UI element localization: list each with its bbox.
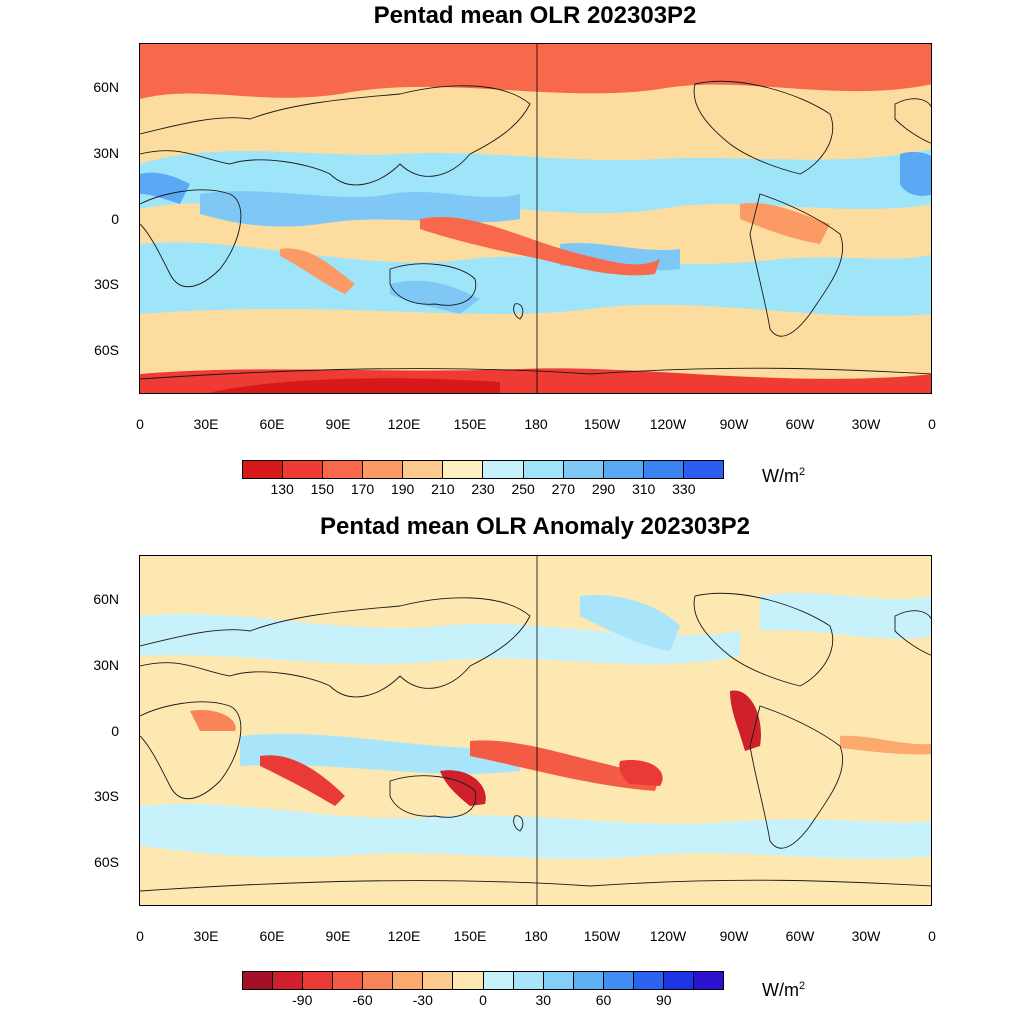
colorbar-swatch xyxy=(643,461,684,478)
x-tick-label: 90E xyxy=(325,416,351,432)
colorbar-tick-label: 290 xyxy=(591,481,616,497)
colorbar-tick-label: 250 xyxy=(511,481,535,497)
colorbar-swatch xyxy=(323,461,364,478)
olr-field-map xyxy=(140,44,931,393)
x-tick-label: 60E xyxy=(259,928,285,944)
olr-map-panel xyxy=(139,43,932,394)
y-tick-label: 60N xyxy=(93,591,119,607)
x-tick-label: 30W xyxy=(851,416,881,432)
colorbar-tick-label: -90 xyxy=(292,992,313,1008)
x-tick-label: 120W xyxy=(649,928,687,944)
x-tick-label: 90E xyxy=(325,928,351,944)
olr-unit-label: W/m2 xyxy=(762,466,806,486)
x-tick-label: 150E xyxy=(453,928,487,944)
colorbar-tick-label: 310 xyxy=(631,481,656,497)
colorbar-swatch xyxy=(283,461,324,478)
colorbar-swatch xyxy=(363,972,394,989)
colorbar-swatch xyxy=(333,972,364,989)
x-tick-label: 150E xyxy=(453,416,487,432)
colorbar-tick-label: 170 xyxy=(350,481,375,497)
colorbar-swatch xyxy=(523,461,564,478)
olr-anomaly-map xyxy=(140,556,931,905)
colorbar-tick-label: 0 xyxy=(479,992,487,1008)
colorbar-swatch xyxy=(563,461,604,478)
colorbar-swatch xyxy=(633,972,664,989)
colorbar-swatch xyxy=(443,461,484,478)
x-tick-label: 0 xyxy=(928,928,936,944)
top-map-title: Pentad mean OLR 202303P2 xyxy=(373,2,697,29)
colorbar-tick-label: 190 xyxy=(390,481,415,497)
colorbar-tick-label: -60 xyxy=(352,992,373,1008)
colorbar-tick-label: -30 xyxy=(412,992,433,1008)
anomaly-colorbar xyxy=(242,971,724,990)
colorbar-tick-label: 230 xyxy=(471,481,495,497)
colorbar-tick-label: 60 xyxy=(595,992,612,1008)
x-tick-label: 60W xyxy=(785,416,815,432)
x-tick-label: 180 xyxy=(524,416,548,432)
y-tick-label: 60N xyxy=(93,79,119,95)
y-tick-label: 30S xyxy=(94,788,119,804)
colorbar-tick-label: 270 xyxy=(551,481,575,497)
x-tick-label: 60E xyxy=(259,416,285,432)
x-tick-label: 30E xyxy=(193,928,219,944)
colorbar-tick-label: 130 xyxy=(270,481,294,497)
colorbar-tick-label: 330 xyxy=(672,481,696,497)
colorbar-swatch xyxy=(603,461,644,478)
colorbar-swatch xyxy=(423,972,454,989)
colorbar-swatch xyxy=(363,461,404,478)
x-tick-label: 150W xyxy=(583,928,621,944)
y-tick-label: 30N xyxy=(93,657,119,673)
colorbar-swatch xyxy=(483,461,524,478)
colorbar-swatch xyxy=(543,972,574,989)
x-tick-label: 90W xyxy=(719,928,749,944)
x-tick-label: 120E xyxy=(387,928,421,944)
colorbar-swatch xyxy=(483,972,514,989)
colorbar-swatch xyxy=(393,972,424,989)
x-tick-label: 0 xyxy=(136,416,144,432)
colorbar-swatch xyxy=(573,972,604,989)
x-tick-label: 0 xyxy=(136,928,144,944)
anomaly-map-panel xyxy=(139,555,932,906)
y-tick-label: 0 xyxy=(111,211,119,227)
x-tick-label: 120W xyxy=(649,416,687,432)
colorbar-tick-label: 30 xyxy=(535,992,552,1008)
colorbar-swatch xyxy=(453,972,484,989)
colorbar-swatch xyxy=(243,461,284,478)
x-tick-label: 120E xyxy=(387,416,421,432)
anomaly-unit-label: W/m2 xyxy=(762,980,806,1000)
colorbar-swatch xyxy=(663,972,694,989)
colorbar-swatch xyxy=(273,972,304,989)
x-tick-label: 90W xyxy=(719,416,749,432)
colorbar-tick-label: 210 xyxy=(431,481,455,497)
colorbar-swatch xyxy=(693,972,723,989)
colorbar-swatch xyxy=(303,972,334,989)
colorbar-swatch xyxy=(603,972,634,989)
x-tick-label: 180 xyxy=(524,928,548,944)
y-tick-label: 30S xyxy=(94,276,119,292)
y-tick-label: 60S xyxy=(94,342,119,358)
x-tick-label: 0 xyxy=(928,416,936,432)
y-tick-label: 60S xyxy=(94,854,119,870)
y-tick-label: 0 xyxy=(111,723,119,739)
anomaly-map-title: Pentad mean OLR Anomaly 202303P2 xyxy=(320,513,750,540)
colorbar-tick-label: 150 xyxy=(310,481,334,497)
colorbar-swatch xyxy=(243,972,274,989)
olr-colorbar xyxy=(242,460,724,479)
colorbar-tick-label: 90 xyxy=(655,992,672,1008)
x-tick-label: 60W xyxy=(785,928,815,944)
x-tick-label: 150W xyxy=(583,416,621,432)
x-tick-label: 30W xyxy=(851,928,881,944)
y-tick-label: 30N xyxy=(93,145,119,161)
x-tick-label: 30E xyxy=(193,416,219,432)
colorbar-swatch xyxy=(403,461,444,478)
colorbar-swatch xyxy=(513,972,544,989)
colorbar-swatch xyxy=(683,461,723,478)
